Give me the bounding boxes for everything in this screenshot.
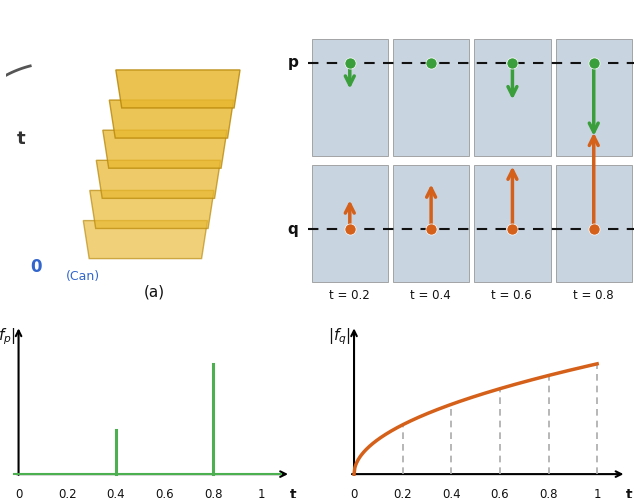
- Polygon shape: [109, 100, 234, 138]
- Text: 0.8: 0.8: [204, 488, 222, 498]
- Bar: [393, 39, 469, 156]
- Polygon shape: [90, 190, 214, 229]
- Text: 0.2: 0.2: [394, 488, 412, 498]
- Text: t = 0.6: t = 0.6: [492, 289, 532, 302]
- Bar: [393, 165, 469, 282]
- Polygon shape: [116, 70, 240, 108]
- Text: q: q: [288, 222, 299, 237]
- Text: 0.8: 0.8: [540, 488, 558, 498]
- Polygon shape: [103, 130, 227, 168]
- Text: p: p: [288, 55, 299, 70]
- Polygon shape: [96, 160, 221, 198]
- Text: 0.2: 0.2: [58, 488, 77, 498]
- Bar: [474, 165, 550, 282]
- Text: t = 0.4: t = 0.4: [410, 289, 451, 302]
- Text: (a): (a): [144, 284, 165, 300]
- Text: 1: 1: [593, 488, 601, 498]
- Text: t = 0.2: t = 0.2: [328, 289, 369, 302]
- Bar: [312, 39, 388, 156]
- Bar: [556, 39, 632, 156]
- Text: t = 0.8: t = 0.8: [573, 289, 613, 302]
- Polygon shape: [83, 221, 207, 258]
- Text: 0: 0: [350, 488, 358, 498]
- Text: 0: 0: [30, 258, 42, 276]
- Text: t: t: [290, 488, 296, 498]
- Text: 0.6: 0.6: [491, 488, 509, 498]
- Text: t: t: [17, 129, 26, 148]
- Text: (Can): (Can): [66, 269, 100, 283]
- Bar: [312, 165, 388, 282]
- Text: 0.4: 0.4: [106, 488, 125, 498]
- Text: 1: 1: [258, 488, 266, 498]
- Text: $|f_p|$: $|f_p|$: [0, 327, 15, 348]
- Text: $|f_q|$: $|f_q|$: [328, 327, 351, 348]
- Bar: [556, 165, 632, 282]
- Text: t: t: [625, 488, 632, 498]
- Text: 0.6: 0.6: [155, 488, 173, 498]
- Text: 0.4: 0.4: [442, 488, 461, 498]
- Bar: [474, 39, 550, 156]
- Text: 0: 0: [15, 488, 22, 498]
